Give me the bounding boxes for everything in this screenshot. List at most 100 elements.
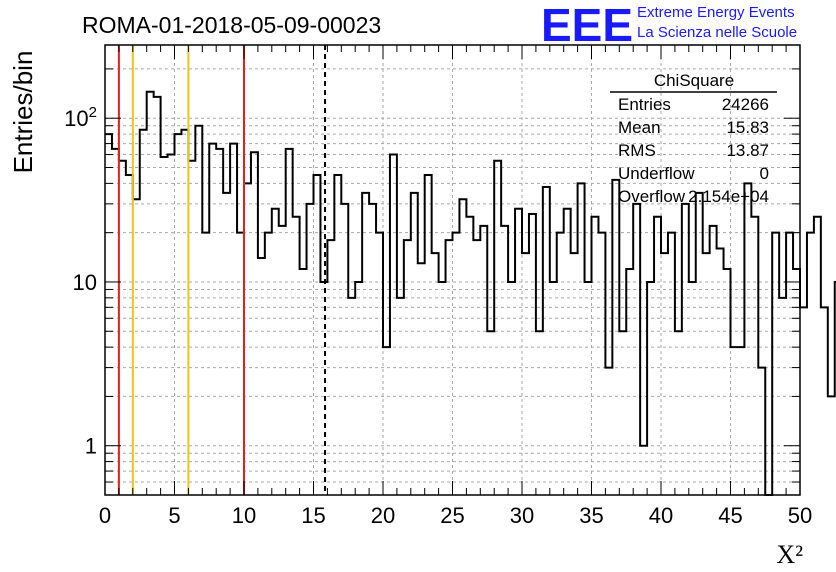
x-tick-label: 5 bbox=[168, 503, 180, 528]
histogram-bin bbox=[675, 331, 682, 495]
histogram-bin bbox=[237, 233, 244, 495]
grid bbox=[105, 45, 800, 496]
histogram-bin bbox=[731, 347, 738, 495]
histogram-bin bbox=[696, 193, 703, 495]
histogram-bin bbox=[557, 233, 564, 495]
x-tick-label: 25 bbox=[440, 503, 464, 528]
histogram-bin bbox=[411, 193, 418, 495]
y-tick-label: 1 bbox=[85, 434, 97, 459]
histogram-bin bbox=[140, 130, 147, 495]
histogram-bin bbox=[320, 282, 327, 495]
histogram-bin bbox=[828, 396, 835, 495]
histogram-bin bbox=[258, 258, 265, 495]
histogram-bin bbox=[619, 331, 626, 495]
y-axis-label: Entries/bin bbox=[8, 51, 38, 174]
stats-value-overflow: 2.154e+04 bbox=[688, 187, 769, 206]
histogram-bin bbox=[376, 233, 383, 495]
histogram-bin bbox=[807, 233, 814, 495]
stats-label-overflow: Overflow bbox=[618, 187, 686, 206]
histogram-bin bbox=[112, 149, 119, 495]
histogram-bin bbox=[515, 209, 522, 495]
stats-value-underflow: 0 bbox=[760, 164, 769, 183]
histogram-bin bbox=[244, 183, 251, 495]
histogram-bin bbox=[362, 193, 369, 495]
histogram-outline bbox=[105, 90, 836, 496]
x-tick-label: 45 bbox=[718, 503, 742, 528]
x-tick-label: 20 bbox=[371, 503, 395, 528]
eee-logo: EEE bbox=[541, 2, 633, 48]
histogram-bin bbox=[633, 204, 640, 495]
histogram-bin bbox=[550, 282, 557, 495]
histogram-bin bbox=[181, 130, 188, 495]
histogram-bin bbox=[480, 226, 487, 495]
histogram-bin bbox=[494, 161, 501, 495]
x-tick-label: 50 bbox=[788, 503, 812, 528]
histogram-bin bbox=[578, 183, 585, 495]
run-title: ROMA-01-2018-05-09-00023 bbox=[82, 12, 381, 38]
histogram-bin bbox=[334, 175, 341, 495]
logo-tagline-1: Extreme Energy Events bbox=[637, 4, 795, 21]
stats-title: ChiSquare bbox=[654, 71, 734, 90]
x-tick-label: 40 bbox=[649, 503, 673, 528]
histogram-bin bbox=[564, 209, 571, 495]
histogram-bin bbox=[105, 134, 112, 495]
histogram-bin bbox=[800, 307, 807, 495]
x-tick-label: 0 bbox=[99, 503, 111, 528]
x-tick-label: 30 bbox=[510, 503, 534, 528]
histogram-bin bbox=[202, 233, 209, 495]
axis-ticks bbox=[104, 45, 801, 496]
histogram-bin bbox=[161, 157, 168, 495]
histogram-bin bbox=[286, 149, 293, 495]
histogram-bin bbox=[710, 226, 717, 495]
histogram-bin bbox=[168, 155, 175, 495]
histogram-bin bbox=[154, 97, 161, 495]
histogram-bin bbox=[369, 204, 376, 495]
histogram-bin bbox=[744, 183, 751, 495]
stats-label-underflow: Underflow bbox=[618, 164, 695, 183]
histogram-bin bbox=[175, 134, 182, 495]
histogram-bin bbox=[307, 204, 314, 495]
histogram-bin bbox=[216, 149, 223, 495]
stats-value-rms: 13.87 bbox=[726, 141, 769, 160]
histogram-bin bbox=[814, 217, 821, 495]
histogram-bin bbox=[647, 282, 654, 495]
histogram-bin bbox=[383, 347, 390, 495]
stats-label-rms: RMS bbox=[618, 141, 656, 160]
x-tick-label: 10 bbox=[232, 503, 256, 528]
x-axis-label: X² bbox=[776, 540, 803, 569]
histogram-bin bbox=[119, 161, 126, 495]
y-tick-labels: 1 10 102 bbox=[64, 104, 97, 458]
logo-tagline-2: La Scienza nelle Scuole bbox=[637, 24, 798, 41]
histogram-bin bbox=[195, 126, 202, 495]
stats-box: ChiSquare Entries 24266 Mean 15.83 RMS 1… bbox=[610, 71, 777, 206]
histogram-bin bbox=[341, 204, 348, 495]
histogram-bin bbox=[147, 92, 154, 495]
histogram-bin bbox=[543, 187, 550, 495]
histogram-bin bbox=[786, 233, 793, 495]
histogram-bin bbox=[821, 307, 828, 495]
stats-label-entries: Entries bbox=[618, 95, 671, 114]
histogram-bin bbox=[508, 282, 515, 495]
histogram-bin bbox=[501, 226, 508, 495]
histogram-bin bbox=[737, 347, 744, 495]
histogram-bin bbox=[682, 204, 689, 495]
histogram-bin bbox=[230, 144, 237, 495]
histogram-bin bbox=[772, 233, 779, 495]
histogram-bin bbox=[758, 368, 765, 495]
histogram-bin bbox=[265, 233, 272, 495]
histogram-bin bbox=[188, 161, 195, 495]
reference-lines bbox=[117, 45, 327, 495]
histogram-bin bbox=[689, 282, 696, 495]
histogram-bin bbox=[598, 233, 605, 495]
y-tick-label: 102 bbox=[64, 104, 97, 131]
x-tick-label: 15 bbox=[301, 503, 325, 528]
histogram-bin bbox=[126, 175, 133, 495]
histogram-bin bbox=[355, 282, 362, 495]
stats-value-entries: 24266 bbox=[722, 95, 769, 114]
logo-letters: EEE bbox=[541, 0, 634, 51]
y-tick-label: 10 bbox=[73, 270, 97, 295]
histogram-bin bbox=[605, 368, 612, 495]
histogram-bin bbox=[279, 226, 286, 495]
histogram-bin bbox=[272, 209, 279, 495]
